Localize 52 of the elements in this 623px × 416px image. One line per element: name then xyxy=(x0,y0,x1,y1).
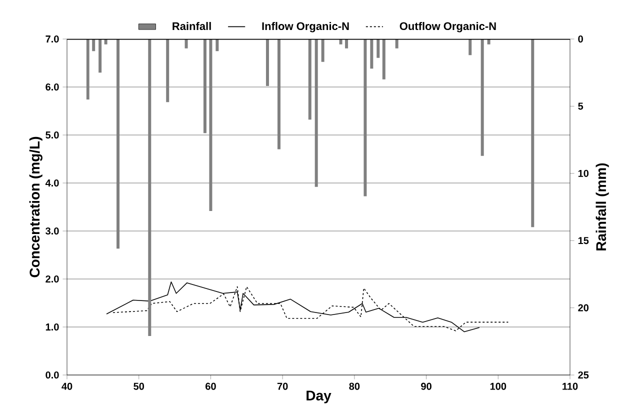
bar xyxy=(308,39,312,120)
y-tick-label: 5.0 xyxy=(46,131,59,139)
x-tick-label: 60 xyxy=(206,382,216,390)
bar xyxy=(370,39,374,69)
bar xyxy=(480,39,484,156)
bar xyxy=(148,39,152,336)
y-tick-label: 1.0 xyxy=(46,323,59,331)
x-tick-label: 100 xyxy=(490,382,506,390)
y2-tick-label: 20 xyxy=(578,304,589,312)
y-tick-label: 3.0 xyxy=(46,227,59,235)
bar xyxy=(209,39,212,212)
x-axis-title: Day xyxy=(306,390,332,404)
y-tick-label: 4.0 xyxy=(45,179,59,187)
bar xyxy=(92,39,96,52)
bar xyxy=(321,39,324,62)
bar xyxy=(364,39,367,196)
y-tick-label: 6.0 xyxy=(46,83,59,91)
bar xyxy=(116,39,120,249)
y2-tick-label: 15 xyxy=(578,237,589,244)
y-tick-label: 7.0 xyxy=(46,35,59,43)
y-tick-label: 0.0 xyxy=(46,371,59,379)
legend-label: Rainfall xyxy=(172,22,211,30)
y-axis-title: Concentration (mg/L) xyxy=(29,136,42,278)
bar xyxy=(266,39,269,86)
bar xyxy=(531,39,534,228)
y2-tick-label: 0 xyxy=(578,35,583,43)
x-tick-label: 40 xyxy=(62,382,72,390)
legend-label: Inflow Organic-N xyxy=(262,22,349,32)
bar xyxy=(203,39,206,134)
bar xyxy=(166,39,170,102)
x-tick-label: 50 xyxy=(134,382,144,390)
bar xyxy=(345,39,348,48)
x-tick-label: 80 xyxy=(349,382,360,390)
bar xyxy=(468,39,472,56)
x-tick-label: 110 xyxy=(562,382,578,390)
y2-tick-label: 5 xyxy=(578,102,584,110)
bar xyxy=(382,39,386,80)
y-tick-label: 2.0 xyxy=(46,275,59,283)
bar xyxy=(376,39,380,58)
bar xyxy=(86,39,90,100)
bar xyxy=(395,39,398,48)
bar xyxy=(314,39,318,187)
bar xyxy=(216,39,219,52)
x-tick-label: 70 xyxy=(277,382,288,390)
bar xyxy=(98,39,102,73)
legend-label: Outflow Organic-N xyxy=(400,22,496,32)
bar xyxy=(184,39,188,48)
x-tick-label: 90 xyxy=(421,382,432,390)
y2-axis-title: Rainfall (mm) xyxy=(596,163,609,250)
y2-tick-label: 25 xyxy=(578,371,589,379)
y2-tick-label: 10 xyxy=(578,170,589,177)
bar xyxy=(277,39,280,150)
